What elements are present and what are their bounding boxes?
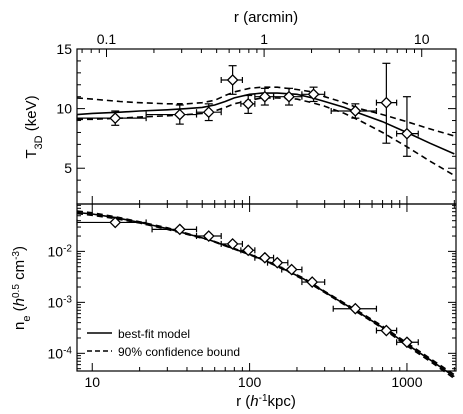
top-y-axis-title: T3D (keV) <box>23 95 45 158</box>
top-y-tick-label: 10 <box>56 101 72 117</box>
top-y-tick-label: 15 <box>56 41 72 57</box>
bottom-y-tick-label: 10-3 <box>48 294 73 311</box>
top-x-tick-label: 10 <box>414 31 430 47</box>
top-data-point <box>258 90 271 103</box>
top-data-point <box>283 90 295 103</box>
top-panel: 0.1 1 10 5 10 15 r (arcmin) T3D (keV) <box>23 9 457 205</box>
top-y-tick-labels: 5 10 15 <box>56 41 72 176</box>
bottom-data-point <box>306 276 319 288</box>
bottom-y-tick-label: 10-2 <box>48 243 73 260</box>
top-data-point <box>380 96 393 109</box>
top-x-tick-label: 1 <box>260 31 268 47</box>
top-x-axis-title: r (arcmin) <box>234 9 298 26</box>
bottom-x-tick-labels: 10 100 1000 <box>84 374 422 390</box>
top-data-point <box>307 88 320 101</box>
top-best-fit-line <box>76 92 455 155</box>
bottom-data-point <box>173 223 186 236</box>
legend-label-confidence: 90% confidence bound <box>118 345 240 359</box>
bottom-x-axis-title: r (h-1kpc) <box>236 393 296 411</box>
top-ticks <box>77 48 456 204</box>
top-data-point <box>109 112 122 125</box>
bottom-x-tick-label: 1000 <box>391 374 422 390</box>
bottom-x-tick-label: 10 <box>84 374 100 390</box>
top-data-point <box>226 74 239 86</box>
top-data-point <box>242 97 255 110</box>
bottom-y-tick-labels: 10-4 10-3 10-2 <box>48 243 73 361</box>
bottom-confidence-line <box>76 210 455 376</box>
legend-label-best-fit: best-fit model <box>118 327 190 341</box>
bottom-x-tick-label: 100 <box>238 374 262 390</box>
top-data-point <box>349 105 362 117</box>
bottom-data-point <box>202 230 215 242</box>
bottom-data-point <box>242 244 255 257</box>
bottom-data-point <box>349 302 362 315</box>
top-data-point <box>202 106 215 119</box>
bottom-data-point <box>285 263 298 276</box>
top-plot-frame <box>76 48 457 205</box>
bottom-data-point <box>109 216 122 229</box>
bottom-y-tick-label: 10-4 <box>48 345 73 362</box>
top-data-point <box>173 108 186 121</box>
top-tick-labels: 0.1 1 10 <box>97 31 430 47</box>
bottom-data-point <box>226 238 239 250</box>
bottom-y-axis-title: ne (h0.5 cm-3) <box>11 246 34 330</box>
top-data-point <box>401 127 413 140</box>
top-points <box>76 62 419 157</box>
top-confidence-line <box>77 97 455 177</box>
bottom-panel: 10 100 1000 10-4 10-3 10-2 r (h-1kpc) ne (h0… <box>11 203 457 411</box>
bottom-data-point <box>401 336 413 349</box>
top-x-tick-label: 0.1 <box>97 31 117 47</box>
top-y-tick-label: 5 <box>64 160 72 176</box>
legend: best-fit model 90% confidence bound <box>87 327 240 359</box>
bottom-data-point <box>380 324 393 337</box>
bottom-ticks <box>77 204 456 371</box>
bottom-points <box>76 216 419 349</box>
bottom-data-point <box>271 256 284 269</box>
